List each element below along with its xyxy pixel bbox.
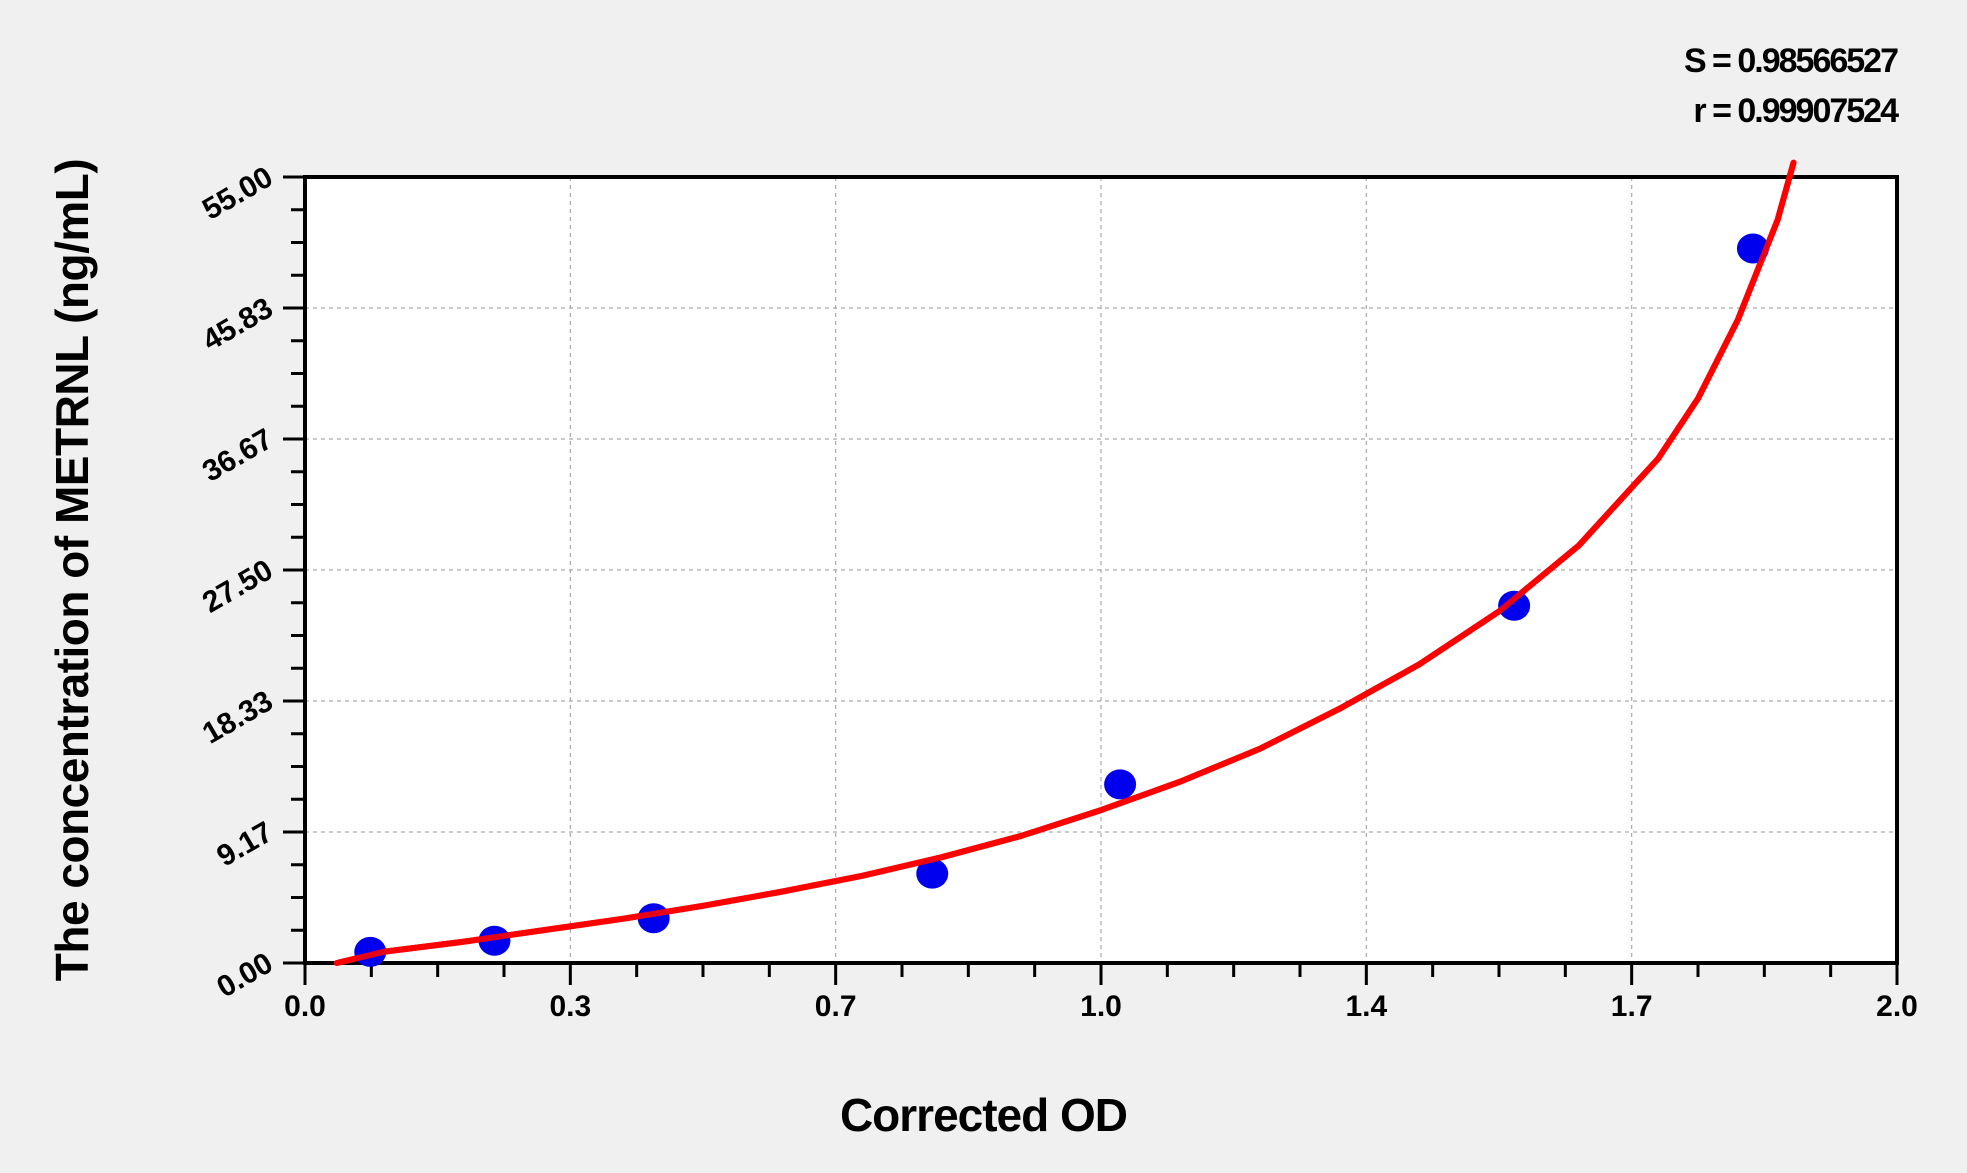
x-tick-label: 0.7	[815, 990, 857, 1023]
x-axis-title: Corrected OD	[839, 1089, 1128, 1141]
y-tick-label: 36.67	[197, 422, 279, 488]
x-tick-label: 2.0	[1876, 990, 1918, 1023]
fit-curve-overlay	[333, 159, 1797, 966]
x-tick-label: 1.0	[1080, 990, 1122, 1023]
x-tick-label: 0.0	[284, 990, 326, 1023]
data-point	[916, 858, 949, 889]
y-tick-label: 27.50	[197, 553, 279, 619]
y-tick-label: 0.00	[211, 946, 278, 1004]
x-tick-label: 1.4	[1345, 990, 1387, 1023]
x-tick-label: 0.3	[549, 990, 591, 1023]
y-tick-label: 45.83	[197, 291, 279, 357]
plot-border	[303, 175, 1899, 965]
y-tick-label: 9.17	[211, 815, 278, 873]
y-tick-label: 18.33	[197, 684, 279, 750]
data-point	[1104, 769, 1137, 800]
stat-s: S = 0.98566527	[1683, 42, 1899, 80]
y-axis-title: The concentration of METRNL (ng/mL)	[46, 158, 98, 982]
stat-r: r = 0.99907524	[1693, 92, 1899, 130]
data-point	[1498, 590, 1531, 621]
x-tick-label: 1.7	[1611, 990, 1653, 1023]
y-tick-label: 55.00	[197, 160, 279, 226]
